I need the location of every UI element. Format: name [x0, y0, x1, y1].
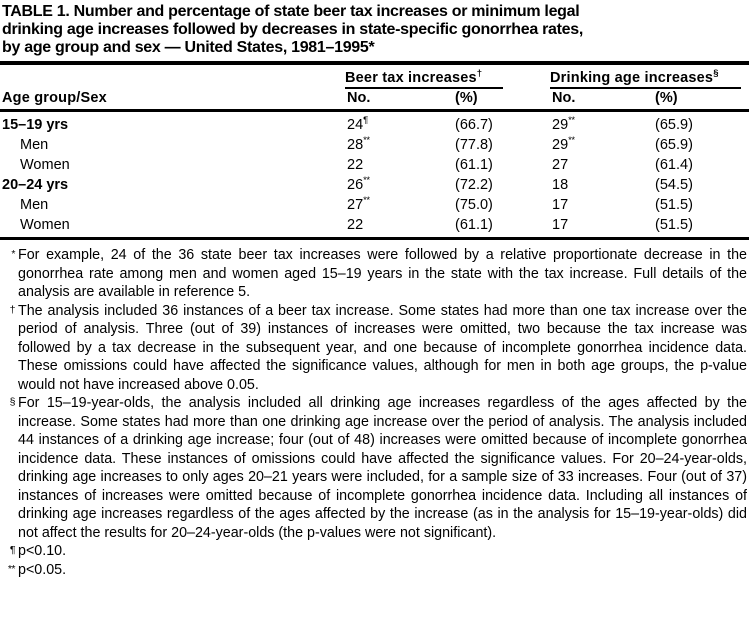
title-line-2: drinking age increases followed by decre… — [2, 21, 583, 38]
beer-no-cell: 22 — [347, 157, 364, 173]
drink-pct-cell: (65.9) — [655, 117, 693, 133]
pilcrow-footnote-marker: ¶ — [9, 544, 16, 556]
drink-no-cell: 29** — [552, 115, 575, 133]
footnote-text: For example, 24 of the 36 state beer tax… — [18, 247, 747, 300]
asterisk-footnote-marker: * — [11, 248, 15, 260]
drink-no-cell: 17 — [552, 217, 569, 233]
footnotes-section: * For example, 24 of the 36 state beer t… — [0, 246, 749, 579]
footnote-double-asterisk: ** p<0.05. — [0, 561, 749, 580]
footnote-asterisk: * For example, 24 of the 36 state beer t… — [0, 246, 749, 302]
row-label: 20–24 yrs — [2, 177, 69, 193]
title-line-1: TABLE 1. Number and percentage of state … — [2, 3, 580, 20]
drink-pct-cell: (51.5) — [655, 197, 693, 213]
table-row-15-19-men: Men 28** (77.8) 29** (65.9) — [0, 135, 749, 155]
gap-cell — [510, 111, 550, 136]
drink-no-cell: 17 — [552, 197, 569, 213]
beer-no-cell: 28** — [347, 135, 370, 153]
row-label: Women — [20, 157, 70, 173]
drink-no-cell: 18 — [552, 177, 569, 193]
drink-no-cell: 29** — [552, 135, 575, 153]
double-asterisk-footnote-marker: ** — [363, 175, 370, 187]
beer-pct-cell: (61.1) — [455, 217, 493, 233]
beer-no-cell: 27** — [347, 195, 370, 213]
beer-no-cell: 24¶ — [347, 115, 368, 133]
row-label: 15–19 yrs — [2, 117, 69, 133]
beer-tax-group-header: Beer tax increases† — [345, 63, 510, 89]
drink-pct-cell: (65.9) — [655, 137, 693, 153]
beer-no-cell: 22 — [347, 217, 364, 233]
double-asterisk-footnote-marker: ** — [568, 115, 575, 127]
gap-cell — [510, 215, 550, 239]
section-footnote-marker: § — [713, 68, 718, 80]
beer-tax-group-label: Beer tax increases† — [345, 68, 504, 89]
beer-pct-cell: (77.8) — [455, 137, 493, 153]
gap-cell — [510, 175, 550, 195]
footnote-text: The analysis included 36 instances of a … — [18, 302, 747, 393]
column-gap — [510, 63, 550, 111]
drink-no-cell: 27 — [552, 157, 569, 173]
beer-no-cell: 26** — [347, 175, 370, 193]
table-row-20-24: 20–24 yrs 26** (72.2) 18 (54.5) — [0, 175, 749, 195]
drinking-age-group-label: Drinking age increases§ — [550, 68, 742, 89]
table-header: Age group/Sex Beer tax increases† Drinki… — [0, 63, 749, 111]
dagger-footnote-marker: † — [9, 303, 16, 316]
pilcrow-footnote-marker: ¶ — [363, 115, 368, 127]
section-footnote-marker: § — [9, 396, 16, 408]
statistics-table: Age group/Sex Beer tax increases† Drinki… — [0, 61, 749, 240]
beer-pct-cell: (61.1) — [455, 157, 493, 173]
table-body: 15–19 yrs 24¶ (66.7) 29** (65.9) Men 28*… — [0, 111, 749, 239]
gap-cell — [510, 195, 550, 215]
double-asterisk-footnote-marker: ** — [568, 135, 575, 147]
double-asterisk-footnote-marker: ** — [363, 135, 370, 147]
title-line-3: by age group and sex — United States, 19… — [2, 39, 375, 56]
footnote-text: p<0.05. — [18, 561, 67, 578]
drink-pct-cell: (54.5) — [655, 177, 693, 193]
beer-pct-column-header: (%) — [455, 90, 478, 106]
gap-cell — [510, 155, 550, 175]
table-title: TABLE 1. Number and percentage of state … — [0, 0, 749, 57]
table-row-20-24-men: Men 27** (75.0) 17 (51.5) — [0, 195, 749, 215]
drink-pct-cell: (51.5) — [655, 217, 693, 233]
footnote-pilcrow: ¶ p<0.10. — [0, 542, 749, 561]
drinking-age-group-header: Drinking age increases§ — [550, 63, 749, 89]
row-label: Women — [20, 217, 70, 233]
double-asterisk-footnote-marker: ** — [7, 562, 16, 575]
beer-no-column-header: No. — [347, 90, 371, 106]
double-asterisk-footnote-marker: ** — [363, 195, 370, 207]
gap-cell — [510, 135, 550, 155]
row-label: Men — [20, 137, 49, 153]
table-row-20-24-women: Women 22 (61.1) 17 (51.5) — [0, 215, 749, 239]
drink-pct-column-header: (%) — [655, 90, 678, 106]
beer-pct-cell: (72.2) — [455, 177, 493, 193]
beer-pct-cell: (75.0) — [455, 197, 493, 213]
footnote-dagger: † The analysis included 36 instances of … — [0, 302, 749, 395]
footnote-text: For 15–19-year-olds, the analysis includ… — [18, 395, 747, 541]
row-label: Men — [20, 197, 49, 213]
beer-pct-cell: (66.7) — [455, 117, 493, 133]
drink-no-column-header: No. — [552, 90, 576, 106]
table-row-15-19-women: Women 22 (61.1) 27 (61.4) — [0, 155, 749, 175]
table-row-15-19: 15–19 yrs 24¶ (66.7) 29** (65.9) — [0, 111, 749, 136]
dagger-footnote-marker: † — [476, 68, 482, 80]
footnote-text: p<0.10. — [18, 543, 67, 559]
drink-pct-cell: (61.4) — [655, 157, 693, 173]
row-axis-header: Age group/Sex — [2, 90, 107, 106]
footnote-section-sign: § For 15–19-year-olds, the analysis incl… — [0, 394, 749, 542]
